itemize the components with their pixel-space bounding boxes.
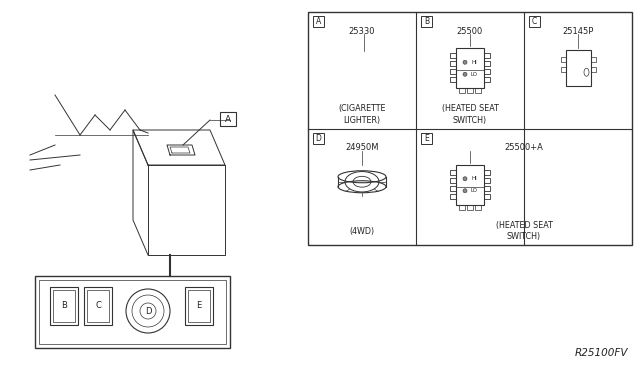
Bar	[467, 88, 473, 93]
Text: (4WD): (4WD)	[349, 227, 374, 235]
Bar	[308, 12, 632, 245]
Text: 25500: 25500	[457, 26, 483, 35]
Text: LO: LO	[470, 188, 477, 193]
Bar	[39, 280, 226, 344]
Bar	[50, 287, 78, 325]
Bar	[484, 77, 490, 82]
Bar	[450, 178, 456, 183]
Bar	[450, 77, 456, 82]
Text: HI: HI	[471, 60, 477, 65]
Text: R25100FV: R25100FV	[575, 348, 628, 358]
Text: (HEATED SEAT
SWITCH): (HEATED SEAT SWITCH)	[495, 221, 552, 241]
Text: B: B	[424, 17, 429, 26]
Text: B: B	[61, 301, 67, 311]
Text: 25330: 25330	[349, 26, 375, 35]
Bar	[53, 290, 75, 322]
Text: A: A	[316, 17, 321, 26]
Text: D: D	[145, 307, 151, 315]
Text: E: E	[424, 134, 429, 142]
Bar	[475, 205, 481, 210]
Text: 24950M: 24950M	[345, 143, 379, 152]
Circle shape	[463, 72, 467, 76]
Text: (CIGARETTE
LIGHTER): (CIGARETTE LIGHTER)	[339, 105, 386, 125]
Bar	[566, 50, 591, 86]
Bar	[313, 132, 324, 144]
Bar	[313, 16, 324, 27]
Circle shape	[463, 189, 467, 193]
Bar	[188, 290, 210, 322]
Bar	[459, 88, 465, 93]
Bar	[467, 205, 473, 210]
Bar	[35, 276, 230, 348]
Text: C: C	[532, 17, 537, 26]
Bar	[421, 132, 432, 144]
Bar	[450, 186, 456, 191]
Bar	[450, 61, 456, 66]
Bar	[84, 287, 112, 325]
Text: LO: LO	[470, 72, 477, 77]
Circle shape	[463, 177, 467, 181]
Bar	[561, 57, 566, 62]
Text: HI: HI	[471, 176, 477, 181]
Circle shape	[463, 60, 467, 64]
Bar	[87, 290, 109, 322]
Bar	[459, 205, 465, 210]
Bar	[484, 186, 490, 191]
Text: D: D	[316, 134, 321, 142]
Bar	[484, 53, 490, 58]
Bar	[475, 88, 481, 93]
Bar	[484, 194, 490, 199]
Bar	[561, 67, 566, 72]
Text: A: A	[225, 115, 231, 124]
Bar	[450, 53, 456, 58]
Bar	[450, 69, 456, 74]
Bar	[185, 287, 213, 325]
Text: E: E	[196, 301, 202, 311]
Bar	[529, 16, 540, 27]
Text: 25145P: 25145P	[563, 26, 594, 35]
Bar	[484, 170, 490, 175]
Bar	[456, 48, 484, 88]
Bar	[220, 112, 236, 126]
Bar	[484, 178, 490, 183]
Bar	[591, 57, 595, 62]
Bar	[421, 16, 432, 27]
Bar	[456, 165, 484, 205]
Bar	[450, 194, 456, 199]
Text: (HEATED SEAT
SWITCH): (HEATED SEAT SWITCH)	[442, 105, 499, 125]
Bar	[450, 170, 456, 175]
Bar	[591, 67, 595, 72]
Bar	[484, 61, 490, 66]
Text: C: C	[95, 301, 101, 311]
Bar	[484, 69, 490, 74]
Text: 25500+A: 25500+A	[504, 143, 543, 152]
